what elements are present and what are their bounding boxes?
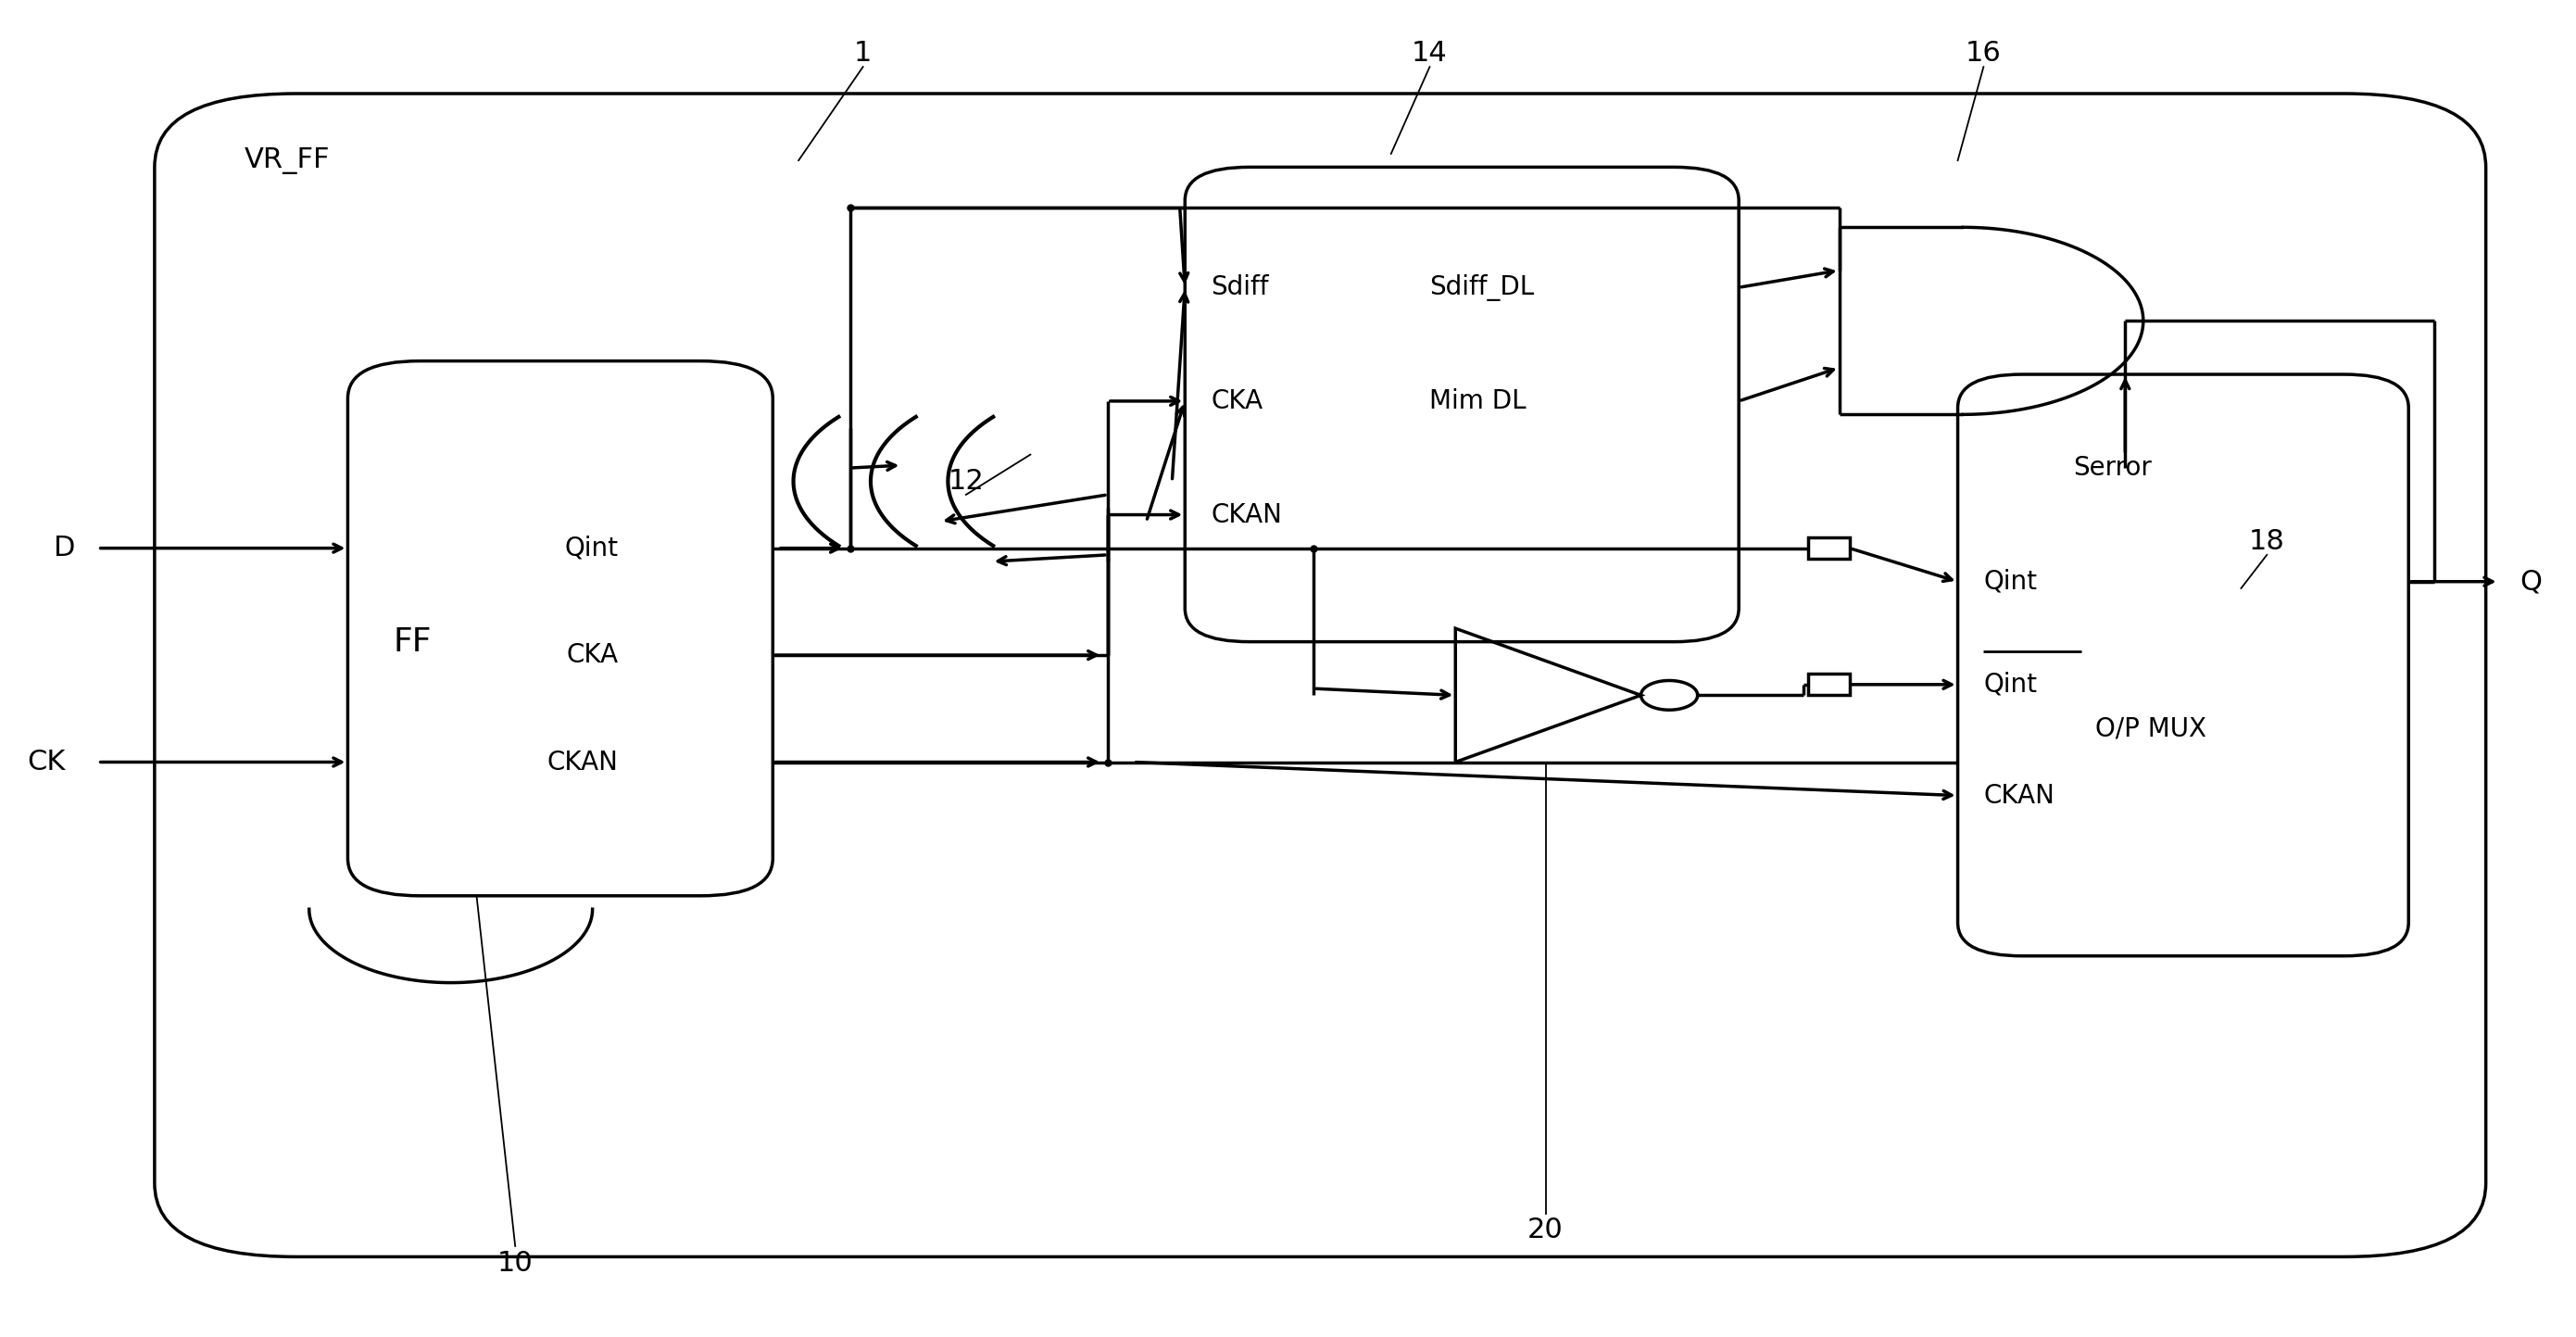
Text: O/P MUX: O/P MUX	[2094, 715, 2208, 742]
Text: Serror: Serror	[2074, 455, 2151, 481]
Text: VR_FF: VR_FF	[245, 147, 330, 174]
Text: D: D	[54, 535, 75, 562]
FancyBboxPatch shape	[1958, 374, 2409, 956]
Text: 16: 16	[1965, 40, 2002, 67]
Text: Qint: Qint	[1984, 568, 2038, 595]
Bar	[1808, 674, 1850, 695]
Text: CKAN: CKAN	[1211, 501, 1283, 528]
Text: 1: 1	[855, 40, 871, 67]
Text: Qint: Qint	[1984, 671, 2038, 698]
Text: Sdiff: Sdiff	[1211, 274, 1267, 301]
Text: 18: 18	[2249, 528, 2285, 555]
Text: CKAN: CKAN	[1984, 782, 2056, 809]
Text: Mim DL: Mim DL	[1430, 388, 1528, 414]
FancyBboxPatch shape	[348, 361, 773, 896]
Text: Q: Q	[2519, 568, 2543, 595]
Text: CKA: CKA	[567, 642, 618, 668]
Text: FF: FF	[394, 626, 430, 658]
Text: Sdiff_DL: Sdiff_DL	[1430, 274, 1535, 301]
Text: Qint: Qint	[564, 535, 618, 562]
Text: CKA: CKA	[1211, 388, 1262, 414]
Text: CKAN: CKAN	[546, 749, 618, 775]
Text: CK: CK	[28, 749, 64, 775]
Text: 10: 10	[497, 1250, 533, 1277]
Text: 20: 20	[1528, 1217, 1564, 1243]
FancyBboxPatch shape	[1185, 167, 1739, 642]
Text: 14: 14	[1412, 40, 1448, 67]
Bar	[1808, 537, 1850, 559]
Text: 12: 12	[948, 468, 984, 495]
FancyBboxPatch shape	[155, 94, 2486, 1257]
